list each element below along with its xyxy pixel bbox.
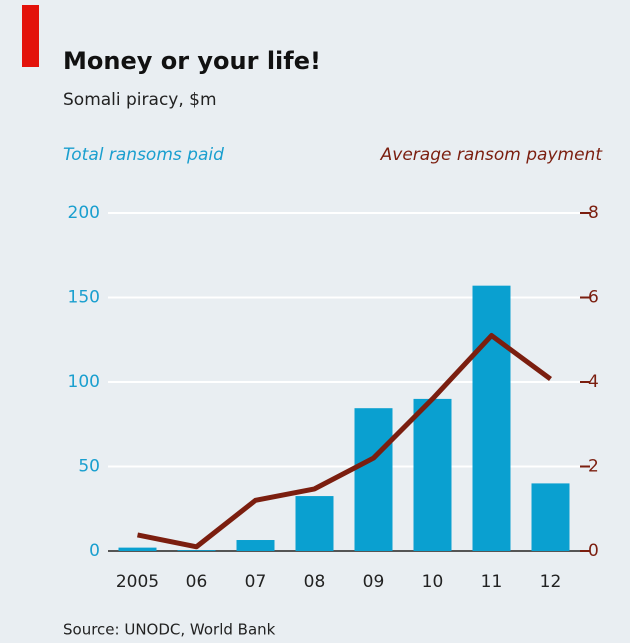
chart-subtitle: Somali piracy, $m (63, 90, 217, 110)
bar (531, 483, 570, 551)
x-tick-label: 2005 (116, 572, 159, 592)
x-tick-label: 07 (245, 572, 267, 592)
legend-right: Average ransom payment (380, 145, 604, 165)
source: Source: UNODC, World Bank (63, 621, 276, 639)
legend-left: Total ransoms paid (63, 145, 224, 165)
x-tick-label: 10 (422, 572, 444, 592)
bar (118, 547, 157, 551)
x-tick-label: 08 (304, 572, 326, 592)
y2-tick-label: 0 (588, 541, 599, 561)
bar (413, 398, 452, 551)
y-tick-label: 50 (78, 457, 100, 477)
bar (177, 550, 216, 551)
bar (236, 540, 275, 551)
y2-tick-label: 6 (588, 288, 599, 308)
x-tick-label: 12 (540, 572, 562, 592)
bar (472, 285, 511, 551)
y-tick-label: 200 (68, 203, 100, 223)
chart-title: Money or your life! (63, 47, 321, 75)
y-tick-label: 0 (89, 541, 100, 561)
y2-tick-label: 4 (588, 372, 599, 392)
bar (295, 496, 334, 551)
line (137, 333, 552, 550)
y2-tick-label: 8 (588, 203, 599, 223)
x-tick-label: 06 (186, 572, 208, 592)
y-tick-label: 150 (68, 288, 100, 308)
red-tag (22, 5, 39, 67)
y-tick-label: 100 (68, 372, 100, 392)
bar (354, 408, 393, 551)
x-tick-label: 09 (363, 572, 385, 592)
y2-tick-label: 2 (588, 457, 599, 477)
x-tick-label: 11 (481, 572, 503, 592)
